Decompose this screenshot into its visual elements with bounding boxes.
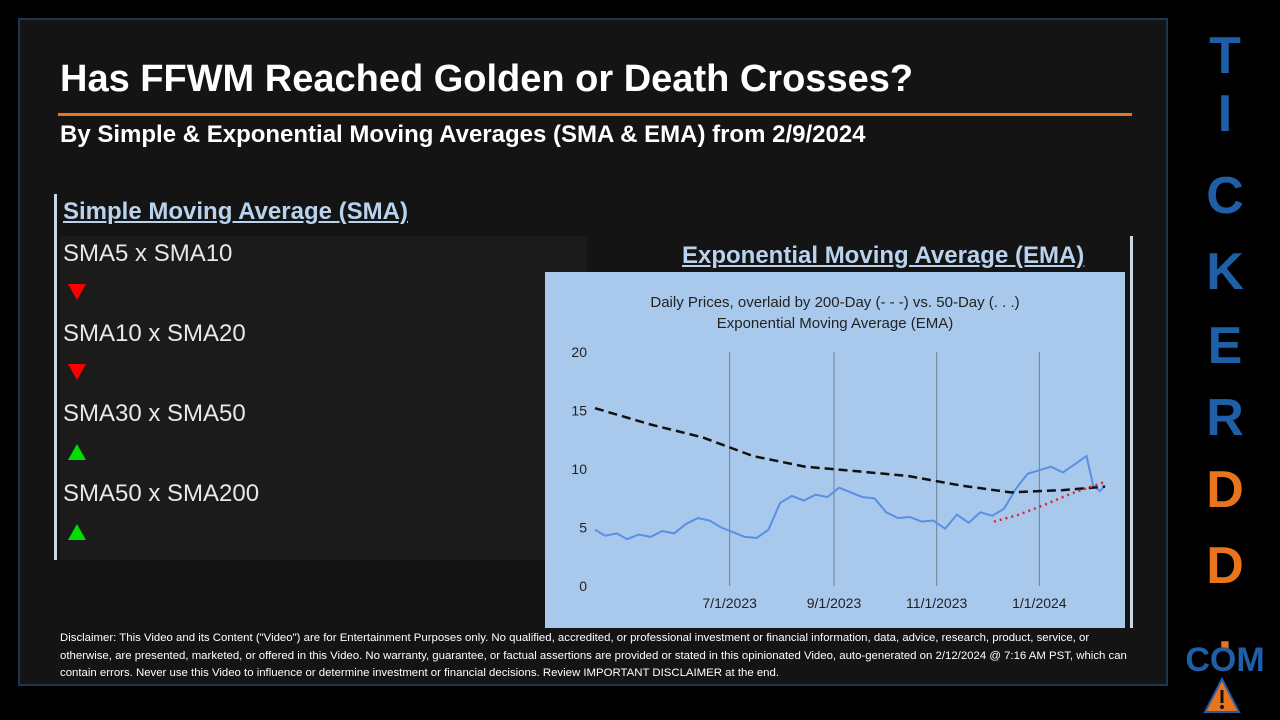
chart-title-line2: Exponential Moving Average (EMA) (717, 315, 954, 332)
brand-letter: C (1206, 167, 1244, 225)
ema-side-bar (1130, 236, 1133, 628)
sma-row: SMA5 x SMA10 (63, 236, 583, 316)
tickerdd-vertical-logo: T I C K E R D D. COM (1182, 28, 1268, 718)
page-subtitle: By Simple & Exponential Moving Averages … (60, 121, 866, 148)
y-tick-label: 20 (571, 344, 587, 360)
sma-row: SMA10 x SMA20 (63, 316, 583, 396)
warning-triangle-icon (1203, 676, 1241, 713)
sma-row: SMA30 x SMA50 (63, 396, 583, 476)
disclaimer-text: Disclaimer: This Video and its Content (… (60, 632, 1127, 679)
sma-row-label: SMA30 x SMA50 (63, 400, 246, 427)
arrow-up-icon (68, 444, 86, 460)
sma-row: SMA50 x SMA200 (63, 476, 583, 556)
y-tick-label: 15 (571, 403, 587, 419)
ema-heading: Exponential Moving Average (EMA) (682, 242, 1085, 269)
arrow-down-icon (68, 364, 86, 380)
sma-row-label: SMA10 x SMA20 (63, 320, 246, 347)
x-tick-label: 11/1/2023 (906, 595, 967, 611)
y-tick-label: 0 (579, 578, 587, 594)
page-title: Has FFWM Reached Golden or Death Crosses… (60, 58, 914, 100)
ema-chart-svg: Daily Prices, overlaid by 200-Day (- - -… (571, 294, 1106, 611)
ema-chart: Daily Prices, overlaid by 200-Day (- - -… (545, 272, 1125, 628)
sma-row-label: SMA5 x SMA10 (63, 240, 233, 267)
brand-letter: T (1209, 27, 1241, 85)
chart-title-line1: Daily Prices, overlaid by 200-Day (- - -… (650, 294, 1019, 311)
sma-heading: Simple Moving Average (SMA) (63, 198, 408, 225)
brand-letter: I (1217, 85, 1233, 143)
chart-series (594, 407, 1106, 541)
x-tick-label: 1/1/2024 (1012, 595, 1067, 611)
brand-letter: E (1207, 317, 1243, 375)
brand-letter: . (1217, 603, 1233, 661)
brand-letter: D (1206, 461, 1244, 519)
x-axis-ticks: 7/1/2023 9/1/2023 11/1/2023 1/1/2024 (702, 595, 1066, 611)
brand-letter: R (1206, 389, 1244, 447)
ema200-line (594, 407, 1106, 494)
brand-letter: D (1206, 537, 1244, 595)
y-tick-label: 5 (579, 520, 587, 536)
sma-row-label: SMA50 x SMA200 (63, 480, 260, 507)
y-axis-ticks: 0 5 10 15 20 (571, 344, 587, 594)
title-divider (58, 113, 1132, 116)
arrow-up-icon (68, 524, 86, 540)
chart-grid (729, 352, 1040, 586)
brand-letter: K (1206, 243, 1244, 301)
y-tick-label: 10 (571, 461, 587, 477)
sma-section: Simple Moving Average (SMA) SMA5 x SMA10… (54, 194, 587, 560)
sma-list: SMA5 x SMA10 SMA10 x SMA20 SMA30 x SMA50… (60, 236, 587, 560)
brand-letter: COM (1185, 641, 1265, 679)
arrow-down-icon (68, 284, 86, 300)
price-line (594, 454, 1106, 541)
x-tick-label: 9/1/2023 (807, 595, 862, 611)
ema50-line (993, 480, 1106, 523)
x-tick-label: 7/1/2023 (702, 595, 757, 611)
